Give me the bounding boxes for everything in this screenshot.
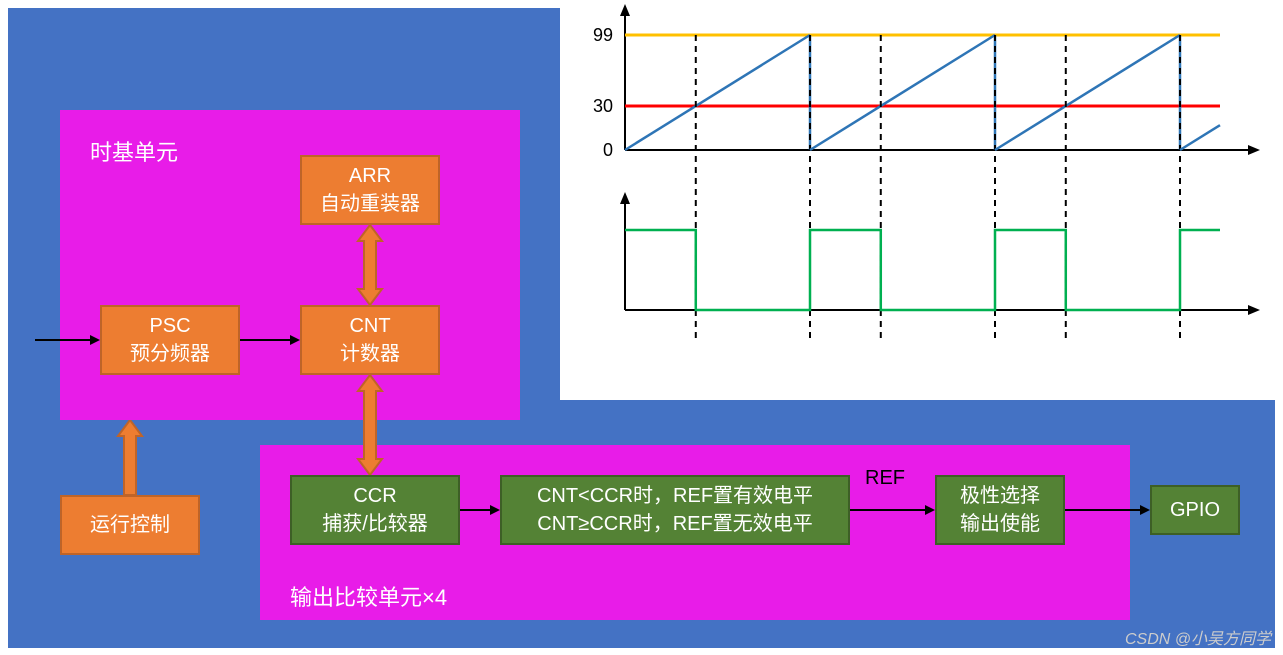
ccr-block: CCR捕获/比较器 <box>290 475 460 545</box>
arrow-ref-pol <box>844 500 941 520</box>
ref-logic-block: CNT<CCR时，REF置有效电平CNT≥CCR时，REF置无效电平 <box>500 475 850 545</box>
gpio-block: GPIO <box>1150 485 1240 535</box>
watermark: CSDN @小吴方同学 <box>1125 625 1271 649</box>
psc-block: PSC预分频器 <box>100 305 240 375</box>
arr-block-line1: 自动重装器 <box>320 190 420 218</box>
svg-text:30: 30 <box>593 96 613 116</box>
arrow-cnt-ccr <box>352 375 388 475</box>
run-ctrl-block-line0: 运行控制 <box>90 511 170 539</box>
ref-logic-block-line0: CNT<CCR时，REF置有效电平 <box>537 482 813 510</box>
polarity-block-line1: 输出使能 <box>960 510 1040 538</box>
timebase-title: 时基单元 <box>90 135 178 167</box>
timing-chart: 99 30 0 <box>560 0 1275 400</box>
arr-block-line0: ARR <box>349 162 391 190</box>
psc-block-line0: PSC <box>149 312 190 340</box>
ccr-block-line1: 捕获/比较器 <box>322 510 428 538</box>
arr-block: ARR自动重装器 <box>300 155 440 225</box>
arrow-ccr-ref <box>454 500 506 520</box>
output-title: 输出比较单元×4 <box>290 580 447 612</box>
svg-text:99: 99 <box>593 25 613 45</box>
polarity-block: 极性选择输出使能 <box>935 475 1065 545</box>
ref-label: REF <box>865 467 905 490</box>
arrow-in-psc <box>29 330 106 350</box>
arrow-psc-cnt <box>234 330 306 350</box>
run-ctrl-block: 运行控制 <box>60 495 200 555</box>
gpio-block-line0: GPIO <box>1170 496 1220 524</box>
arrow-run-up <box>112 420 148 495</box>
psc-block-line1: 预分频器 <box>130 340 210 368</box>
ref-logic-block-line1: CNT≥CCR时，REF置无效电平 <box>537 510 812 538</box>
arrow-arr-cnt <box>352 225 388 305</box>
cnt-block: CNT计数器 <box>300 305 440 375</box>
cnt-block-line1: 计数器 <box>340 340 400 368</box>
polarity-block-line0: 极性选择 <box>960 482 1040 510</box>
cnt-block-line0: CNT <box>349 312 390 340</box>
svg-text:0: 0 <box>603 140 613 160</box>
arrow-pol-gpio <box>1059 500 1156 520</box>
ccr-block-line0: CCR <box>353 482 396 510</box>
